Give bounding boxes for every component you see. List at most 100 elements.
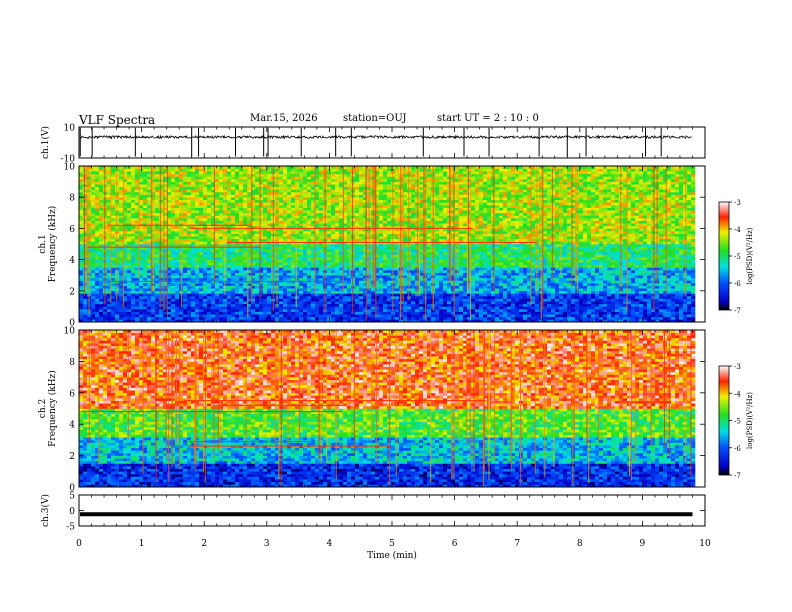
ch1-spectrogram-cell <box>411 246 416 250</box>
ch1-spectrogram-cell <box>331 290 336 294</box>
ch1-spectrogram-cell <box>607 244 612 247</box>
ch1-spectrogram-cell <box>515 254 520 258</box>
ch1-spectrogram-cell <box>299 244 304 247</box>
ch1-spectrogram-cell <box>307 293 312 297</box>
ch1-spectrogram-cell <box>199 244 204 247</box>
ch1-spectrogram-cell <box>555 314 560 318</box>
ch1-spectrogram-cell <box>119 293 124 297</box>
ch1-spectrogram-cell <box>527 301 532 305</box>
ch1-spectrogram-cell <box>207 309 212 312</box>
ch1-spectrogram-cell <box>547 283 552 286</box>
ch1-spectrogram-cell <box>275 311 280 315</box>
ch1-spectrogram-cell <box>571 301 576 305</box>
ch1-spectrogram-cell <box>263 309 268 312</box>
ch1-spectrogram-cell <box>691 270 696 273</box>
ch1-spectrogram-cell <box>459 254 464 258</box>
ch1-spectrogram-cell <box>519 249 524 253</box>
ch1-spectrogram-cell <box>343 272 348 276</box>
ch1-spectrogram-cell <box>375 277 380 281</box>
ch1-spectrogram-cell <box>667 249 672 253</box>
ch1-spectrogram-cell <box>579 316 584 320</box>
ch1-spectrogram-cell <box>131 249 136 253</box>
ch1-spectrogram-cell <box>227 285 232 289</box>
ch1-spectrogram-cell <box>211 241 216 245</box>
ch1-spectrogram-cell <box>207 288 212 292</box>
ch1-spectrogram-cell <box>259 249 264 253</box>
ch1-spectrogram-cell <box>463 246 468 250</box>
ch1-spectrogram-cell <box>275 309 280 312</box>
ch1-spectrogram-cell <box>639 298 644 302</box>
ch1-spectrogram-cell <box>655 298 660 302</box>
ch1-spectrogram-cell <box>483 257 488 260</box>
ch1-spectrogram-cell <box>351 314 356 318</box>
ch1-spectrogram-cell <box>131 316 136 320</box>
ch1-spectrogram-cell <box>603 290 608 294</box>
ch1-spectrogram-cell <box>503 301 508 305</box>
ch1-spectrogram-cell <box>395 251 400 255</box>
ch1-spectrogram-cell <box>247 290 252 294</box>
ch1-spectrogram-cell <box>511 306 516 310</box>
ch1-spectrogram-cell <box>335 238 340 242</box>
ch1-spectrogram-cell <box>555 249 560 253</box>
ch1-spectrogram-cell <box>495 246 500 250</box>
ch1-spectrogram-cell <box>107 262 112 266</box>
ch1-spectrogram-cell <box>211 275 216 279</box>
ch1-spectrogram-cell <box>659 303 664 307</box>
ch1-spectrogram-cell <box>483 290 488 294</box>
ch1-spectrogram-cell <box>247 270 252 273</box>
ch1-spectrogram-cell <box>519 283 524 286</box>
ch1-spectrogram-cell <box>315 251 320 255</box>
ch1-spectrogram-cell <box>203 316 208 320</box>
ch1-spectrogram-cell <box>191 293 196 297</box>
ch1-spectrogram-cell <box>267 319 272 323</box>
ch1-spectrogram-cell <box>571 309 576 312</box>
ch1-spectrogram-cell <box>691 283 696 286</box>
ch1-spectrogram-cell <box>419 270 424 273</box>
ch1-spectrogram-cell <box>363 275 368 279</box>
ch1-spectrogram-cell <box>259 254 264 258</box>
ch1-spectrogram-cell <box>551 267 556 271</box>
ch1-spectrogram-cell <box>131 246 136 250</box>
ch1-spectrogram-cell <box>371 293 376 297</box>
ch1-spectrogram-cell <box>515 277 520 281</box>
ch1-spectrogram-cell <box>607 262 612 266</box>
ch1-spectrogram-cell <box>199 285 204 289</box>
ch1-spectrogram-cell <box>375 264 380 268</box>
ch1-spectrogram-cell <box>623 251 628 255</box>
ch1-spectrogram-cell <box>623 309 628 312</box>
ch1-spectrogram-cell <box>507 272 512 276</box>
ch1-spectrogram-cell <box>395 254 400 258</box>
ch1-spectrogram-cell <box>291 249 296 253</box>
ch1-spectrogram-cell <box>427 270 432 273</box>
ch1-spectrogram-cell <box>235 316 240 320</box>
ch1-spectrogram-cell <box>139 306 144 310</box>
ch1-spectrogram-cell <box>563 288 568 292</box>
ch1-spectrogram-cell <box>495 270 500 273</box>
ch1-spectrogram-cell <box>283 251 288 255</box>
ch1-spectrogram-cell <box>587 309 592 312</box>
ch1-spectrogram-cell <box>339 296 344 299</box>
ch1-spectrogram-cell <box>227 293 232 297</box>
ch1-spectrogram-cell <box>475 298 480 302</box>
ch1-spectrogram-cell <box>503 314 508 318</box>
ch1-spectrogram-cell <box>679 306 684 310</box>
ch1-spectrogram-cell <box>635 244 640 247</box>
ch1-spectrogram-cell <box>563 311 568 315</box>
ch1-spectrogram-cell <box>495 244 500 247</box>
ch1-spectrogram-cell <box>459 246 464 250</box>
ch1-spectrogram-cell <box>83 311 88 315</box>
ch1-spectrogram-cell <box>363 293 368 297</box>
ch1-spectrogram-cell <box>319 267 324 271</box>
ch1-spectrogram-cell <box>235 314 240 318</box>
ch1-spectrogram-cell <box>79 259 84 263</box>
ch1-spectrogram-cell <box>223 296 228 299</box>
ch1-spectrogram-cell <box>591 275 596 279</box>
ch1-spectrogram-cell <box>479 303 484 307</box>
ch1-spectrogram-cell <box>491 267 496 271</box>
ch1-spectrogram-cell <box>239 303 244 307</box>
ch1-spectrogram-cell <box>147 301 152 305</box>
ch1-spectrogram-cell <box>171 277 176 281</box>
ch1-spectrogram-cell <box>427 264 432 268</box>
ch1-spectrogram-cell <box>459 301 464 305</box>
ch1-spectrogram-cell <box>555 319 560 323</box>
